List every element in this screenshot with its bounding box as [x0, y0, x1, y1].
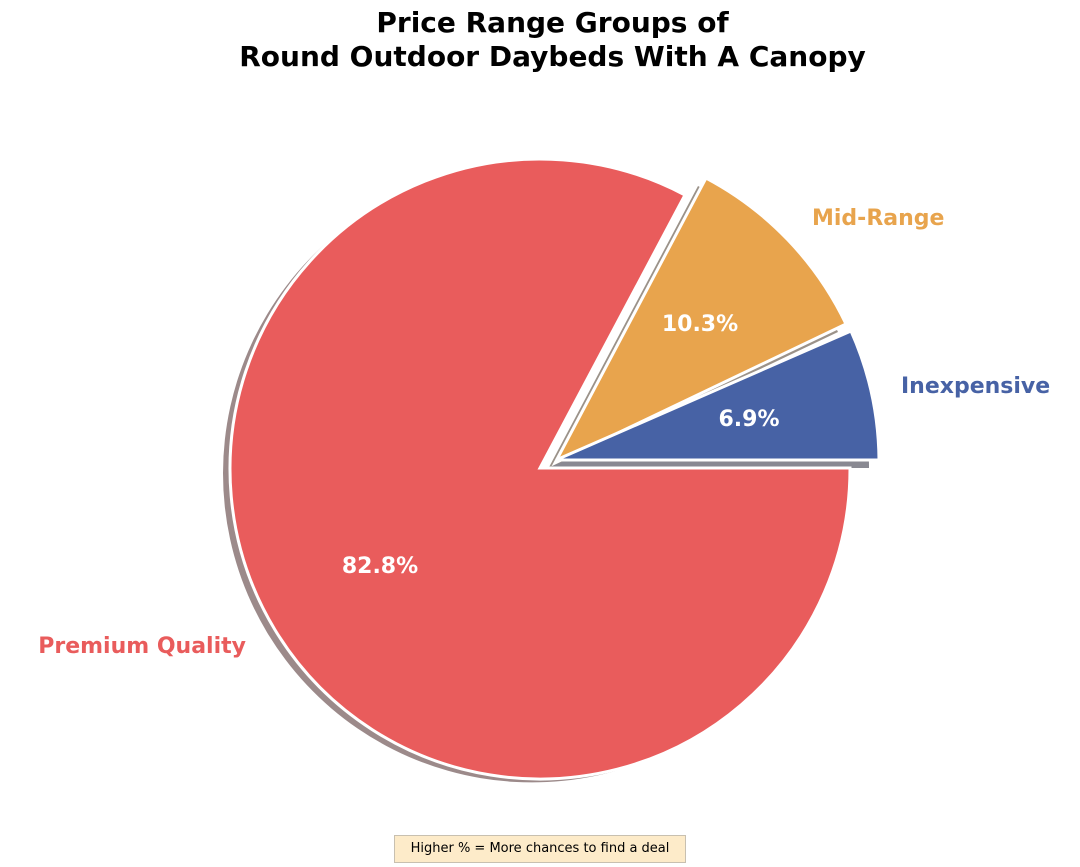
- chart-title-line-1: Price Range Groups of: [376, 6, 729, 39]
- inexpensive-pct-label: 6.9%: [718, 407, 779, 432]
- mid-range-category-label: Mid-Range: [812, 206, 944, 231]
- annotation-box: Higher % = More chances to find a deal: [394, 835, 686, 863]
- chart-title: Price Range Groups of Round Outdoor Dayb…: [0, 6, 1080, 74]
- inexpensive-category-label: Inexpensive: [901, 374, 1050, 399]
- premium-category-label: Premium Quality: [38, 634, 246, 659]
- premium-quality-slice: [228, 157, 852, 781]
- premium-pct-label: 82.8%: [342, 554, 418, 579]
- inexpensive-slice: [555, 329, 881, 462]
- mid-range-slice: [551, 175, 848, 467]
- chart-title-line-2: Round Outdoor Daybeds With A Canopy: [239, 40, 866, 73]
- mid-range-pct-label: 10.3%: [662, 312, 738, 337]
